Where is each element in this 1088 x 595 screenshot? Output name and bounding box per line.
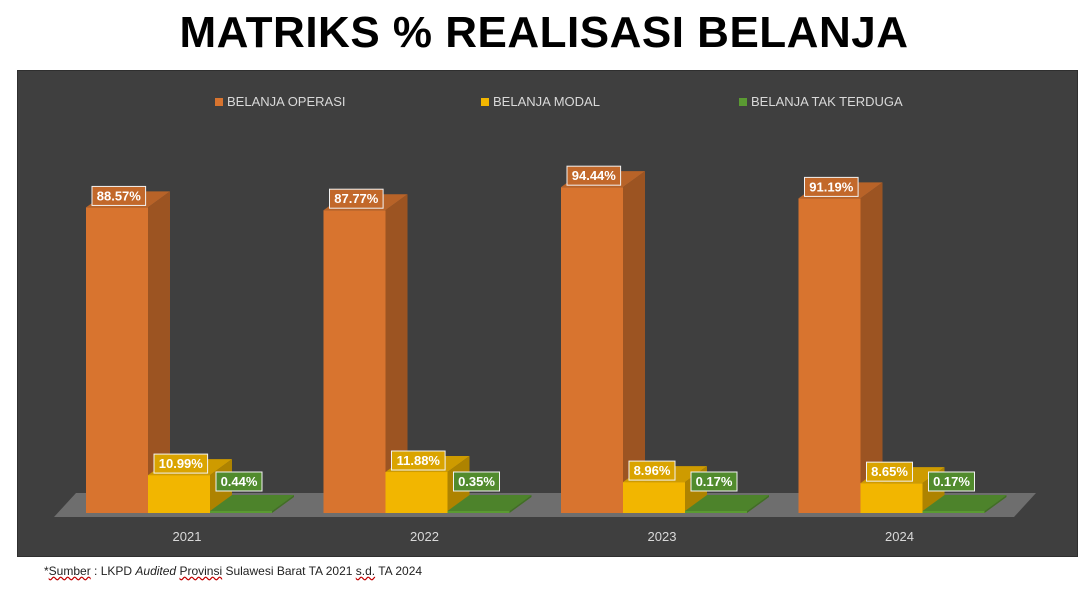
data-label-box [928,471,975,492]
data-label: 0.35% [458,474,495,489]
bar-front [798,198,861,513]
data-label-box [690,471,738,492]
bar-front [922,511,985,513]
bar-front [561,187,623,513]
data-label: 94.44% [572,168,617,183]
bar-side [509,495,532,513]
bar-front [323,210,386,514]
footnote-prefix: * [44,564,49,578]
footnote-text: TA 2024 [375,564,423,578]
data-label-box [91,185,147,206]
data-label-box [215,471,263,492]
data-label-box [804,176,859,197]
data-label: 8.96% [634,463,671,478]
bar-front [623,482,685,513]
legend-label: BELANJA OPERASI [227,94,346,109]
footnote-text: Sulawesi Barat TA 2021 [222,564,356,578]
data-label-box [153,453,209,474]
bar-top [210,495,294,511]
data-label: 10.99% [159,456,204,471]
bar-front [860,483,923,513]
data-label-box [329,188,384,209]
bar-top [922,495,1007,511]
data-label: 0.17% [933,474,970,489]
footnote: *Sumber : LKPD Audited Provinsi Sulawesi… [44,564,422,578]
legend-swatch [215,98,223,106]
bar-side [272,495,294,513]
page-title: MATRIKS % REALISASI BELANJA [179,8,909,57]
legend-swatch [481,98,489,106]
bar-side [385,194,408,514]
data-label: 88.57% [97,188,142,203]
category-label: 2023 [648,529,677,544]
bar-top [447,495,532,511]
bar-front [210,511,272,513]
data-label: 0.44% [221,474,258,489]
legend-label: BELANJA TAK TERDUGA [751,94,903,109]
data-label: 11.88% [397,453,441,468]
chart-svg: BELANJA OPERASI BELANJA MODAL BELANJA TAK … [54,94,1036,544]
footnote-word-sd: s.d. [355,564,376,578]
footnote-word-provinsi: Provinsi [179,564,223,578]
data-label-box [866,461,913,482]
bar-side [623,171,645,513]
data-label: 87.77% [334,191,379,206]
data-label: 0.17% [696,474,733,489]
bar-front [447,511,510,513]
category-label: 2021 [173,529,202,544]
data-label-box [453,471,500,492]
category-label: 2022 [410,529,439,544]
data-label-box [628,460,676,481]
bar-front [86,207,148,513]
chart-floor [54,493,1036,517]
bar-top [685,495,769,511]
bar-side [148,191,170,513]
data-label: 91.19% [809,179,854,194]
data-label: 8.65% [871,464,908,479]
footnote-word-audited: Audited [135,564,177,578]
category-label: 2024 [885,529,914,544]
footnote-text: : LKPD [90,564,136,578]
footnote-word-sumber: Sumber [48,564,91,578]
bar-front [148,475,210,513]
bar-front [385,472,448,513]
bar-side [984,495,1007,513]
data-label-box [391,450,446,471]
chart-panel: BELANJA OPERASI BELANJA MODAL BELANJA TAK … [17,70,1078,557]
bar-front [685,511,747,513]
bar-side [860,182,883,513]
data-label-box [566,165,622,186]
legend-label: BELANJA MODAL [493,94,600,109]
bar-side [747,495,769,513]
legend-swatch [739,98,747,106]
